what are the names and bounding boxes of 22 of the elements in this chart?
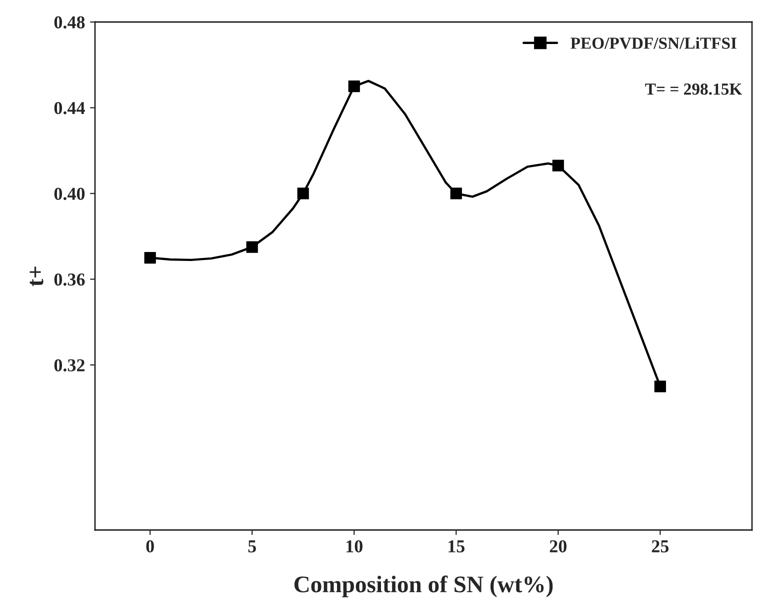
y-tick-label: 0.40: [54, 188, 85, 200]
y-tick-label: 0.48: [54, 16, 85, 29]
legend-label: PEO/PVDF/SN/LiTFSI: [570, 37, 736, 49]
point: [246, 241, 258, 253]
y-tick-label: 0.44: [54, 102, 85, 114]
y-axis-title: t+: [30, 266, 44, 286]
x-tick-label: 10: [346, 540, 362, 552]
x-tick-label: 5: [248, 540, 256, 552]
x-tick-label: 0: [146, 540, 154, 552]
point: [654, 380, 666, 392]
point: [450, 188, 462, 200]
point: [348, 80, 360, 92]
x-tick-label: 25: [652, 540, 669, 552]
y-tick-label: 0.36: [54, 273, 85, 286]
x-tick-label: 15: [448, 540, 465, 552]
annotation: T= = 298.15K: [645, 84, 742, 95]
point: [297, 188, 309, 200]
x-tick-label: 20: [550, 540, 567, 552]
point: [144, 252, 156, 264]
point: [552, 160, 564, 172]
y-tick-label: 0.32: [54, 359, 84, 372]
x-axis-title: Composition of SN (wt%): [294, 576, 553, 598]
